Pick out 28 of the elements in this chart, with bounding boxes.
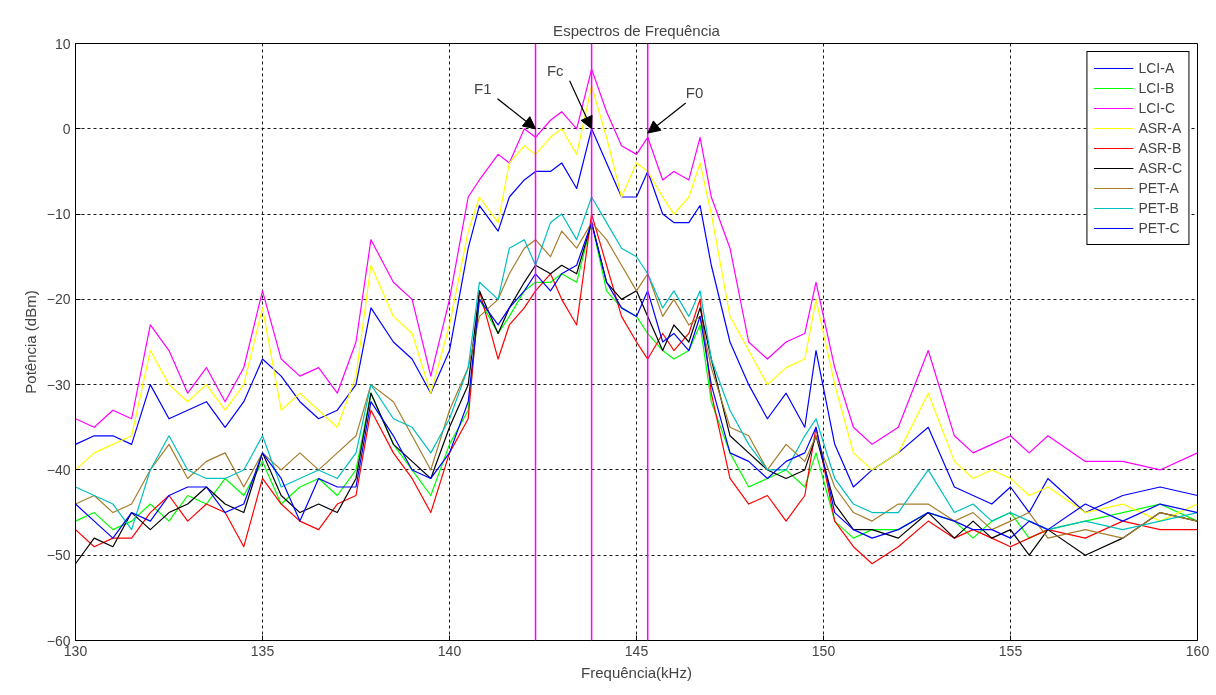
- legend-label: LCI-C: [1138, 100, 1175, 116]
- x-tick-label: 135: [250, 642, 275, 659]
- x-tick-label: 160: [1185, 642, 1210, 659]
- annotation: Fc: [546, 61, 565, 79]
- x-tick-label: 140: [437, 642, 462, 659]
- y-tick-label: −50: [46, 547, 71, 564]
- x-tick-label: 145: [624, 642, 649, 659]
- legend-label: ASR-C: [1138, 160, 1182, 176]
- legend-label: LCI-B: [1138, 80, 1175, 96]
- legend-label: ASR-A: [1138, 120, 1182, 136]
- y-tick-label: 10: [54, 35, 71, 52]
- y-axis-title: Potência (dBm): [21, 290, 39, 394]
- y-tick-label: −30: [46, 376, 71, 393]
- annotation: F1: [474, 79, 492, 97]
- y-tick-label: −10: [46, 206, 71, 223]
- legend-label: PET-C: [1138, 220, 1180, 236]
- y-tick-label: −40: [46, 461, 71, 478]
- x-tick-label: 150: [811, 642, 836, 659]
- legend-label: PET-A: [1138, 180, 1179, 196]
- chart-title: Espectros de Frequência: [553, 21, 721, 39]
- y-tick-label: −20: [46, 291, 71, 308]
- annotation: F0: [685, 84, 704, 102]
- y-tick-label: 0: [62, 120, 71, 137]
- x-tick-label: 155: [998, 642, 1023, 659]
- x-axis-title: Frequência(kHz): [581, 663, 692, 681]
- legend-label: PET-B: [1138, 200, 1179, 216]
- legend-label: LCI-A: [1138, 60, 1175, 76]
- legend-label: ASR-B: [1138, 140, 1182, 156]
